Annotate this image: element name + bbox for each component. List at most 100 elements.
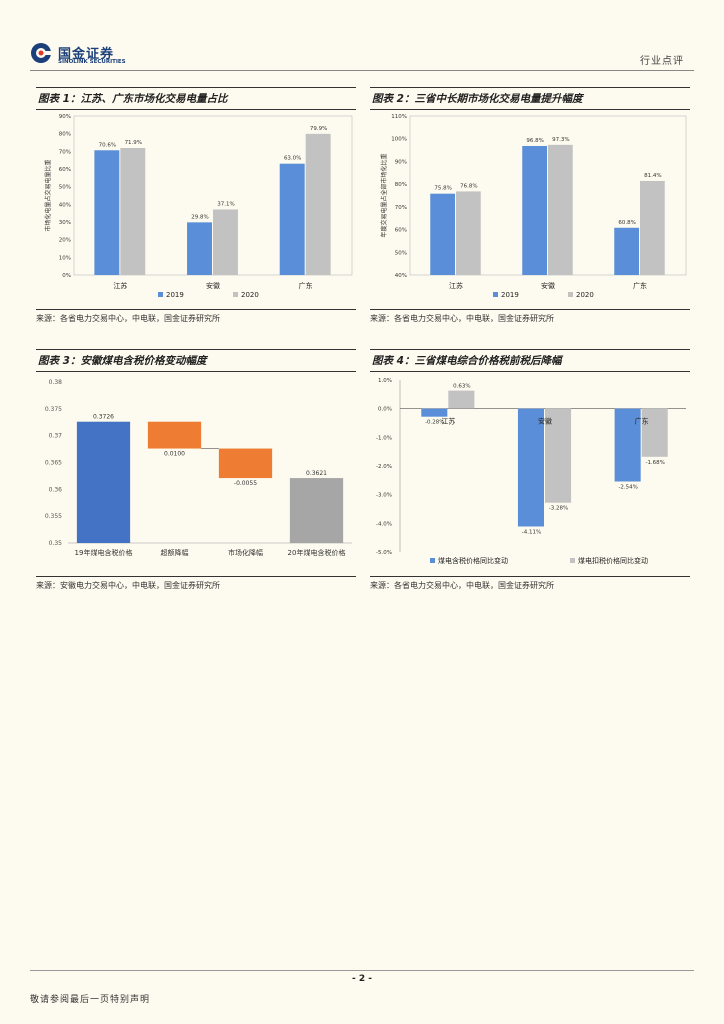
chart-2: 40% 50% 60% 70% 80% 90% 100% 110% 年度交易电量占全部市场化比重… [380, 114, 687, 299]
data-label: -1.68% [645, 460, 664, 466]
y-tick-label: 90% [395, 159, 407, 165]
bar-series-2 [545, 408, 572, 503]
waterfall-bar [147, 421, 202, 449]
x-tick-label: 20年煤电含税价格 [288, 548, 346, 557]
bar-2020 [305, 133, 331, 275]
legend-swatch [493, 292, 498, 297]
data-label: 79.9% [310, 126, 327, 132]
data-label: 75.8% [434, 186, 451, 192]
x-tick-label: 19年煤电含税价格 [75, 548, 133, 557]
data-label: 97.3% [552, 137, 569, 143]
legend-label: 2019 [166, 291, 184, 299]
y-tick-label: 0.375 [45, 406, 62, 413]
x-tick-label: 安徽 [206, 281, 220, 290]
figure-2-title: 图表 2：三省中长期市场化交易电量提升幅度 [370, 87, 690, 110]
y-tick-label: -2.0% [376, 464, 392, 470]
y-tick-label: 50% [59, 185, 71, 191]
x-tick-label: 超额降幅 [161, 548, 189, 557]
data-label: 29.8% [191, 214, 208, 220]
data-label: 0.3621 [306, 470, 327, 477]
waterfall-bar [76, 421, 131, 543]
bar-series-2 [448, 390, 475, 409]
y-axis-label: 年度交易电量占全部市场化比重 [380, 153, 388, 237]
chart-3: 0.35 0.355 0.36 0.365 0.37 0.375 0.38 0.3726 19年… [45, 379, 352, 557]
bar-2020 [640, 180, 665, 275]
bar-series-2 [641, 408, 668, 457]
x-tick-label: 安徽 [538, 417, 552, 426]
data-label: 70.6% [99, 142, 116, 148]
y-tick-label: 0.365 [45, 460, 62, 467]
x-tick-label: 广东 [633, 281, 647, 290]
y-tick-label: -1.0% [376, 435, 392, 441]
data-label: -0.28% [425, 420, 444, 426]
x-tick-label: 安徽 [541, 281, 555, 290]
bar-series-1 [517, 408, 544, 527]
y-tick-label: -5.0% [376, 550, 392, 556]
bar-2019 [614, 227, 639, 275]
y-tick-label: -4.0% [376, 521, 392, 527]
x-tick-label: 江苏 [441, 417, 455, 426]
data-label: -4.11% [522, 529, 541, 535]
y-tick-label: 80% [395, 182, 407, 188]
data-label: -3.28% [549, 506, 568, 512]
legend-swatch [233, 292, 238, 297]
legend-label: 2020 [576, 291, 594, 299]
y-tick-label: 60% [59, 167, 71, 173]
logo-text-en: SINOLINK SECURITIES [58, 59, 126, 65]
y-tick-label: 0.0% [378, 407, 392, 413]
y-tick-label: 1.0% [378, 378, 392, 384]
legend-swatch [568, 292, 573, 297]
data-label: 63.0% [284, 156, 301, 162]
y-tick-label: 90% [59, 114, 71, 120]
legend-label: 煤电扣税价格同比变动 [578, 556, 648, 565]
x-tick-label: 广东 [299, 281, 313, 290]
y-tick-label: 100% [391, 137, 407, 143]
y-axis-label: 市场化电量占交易电量比重 [44, 159, 52, 231]
logo-text-cn: 国金证券 [58, 47, 115, 62]
y-tick-label: 40% [395, 273, 407, 279]
figure-4-title: 图表 4：三省煤电综合价格税前税后降幅 [370, 349, 690, 372]
y-tick-label: 70% [395, 205, 407, 211]
figure-1: 图表 1：江苏、广东市场化交易电量占比 0% 10% 20% 30% 40% 50% 60%… [36, 87, 356, 324]
bar-2020 [456, 191, 481, 275]
legend-label: 2019 [501, 291, 519, 299]
figure-4: 图表 4：三省煤电综合价格税前税后降幅 -5.0% -4.0% -3.0% -2.0%… [370, 349, 690, 591]
legend-label: 2020 [241, 291, 259, 299]
bar-2019 [279, 163, 305, 275]
chart-4: -5.0% -4.0% -3.0% -2.0% -1.0% 0.0% 1.0% -0.28% 0… [376, 378, 686, 565]
x-tick-label: 广东 [635, 417, 649, 426]
bar-series-1 [421, 408, 448, 417]
y-tick-label: 50% [395, 250, 407, 256]
figure-1-title: 图表 1：江苏、广东市场化交易电量占比 [36, 87, 356, 110]
y-tick-label: 0.38 [49, 379, 63, 386]
legend-swatch [430, 558, 435, 563]
y-tick-label: 0% [62, 273, 71, 279]
legend-swatch [570, 558, 575, 563]
x-tick-label: 江苏 [449, 281, 463, 290]
y-tick-label: 0.36 [49, 486, 63, 493]
figure-2-source: 来源：各省电力交易中心，中电联，国金证券研究所 [370, 309, 690, 324]
bar-2019 [430, 193, 455, 275]
y-tick-label: 10% [59, 255, 71, 261]
bar-series-1 [614, 408, 641, 482]
legend-label: 煤电含税价格同比变动 [438, 556, 508, 565]
figure-3-title: 图表 3：安徽煤电含税价格变动幅度 [36, 349, 356, 372]
bar-2020 [213, 209, 238, 275]
y-tick-label: 60% [395, 228, 407, 234]
chart-1: 0% 10% 20% 30% 40% 50% 60% 70% 80% 90% 市场化电量占交易电量比… [44, 114, 353, 299]
legend-swatch [158, 292, 163, 297]
y-tick-label: 70% [59, 149, 71, 155]
y-tick-label: 20% [59, 238, 71, 244]
logo-mark-icon [31, 43, 51, 63]
header-divider [30, 70, 694, 71]
y-tick-label: 0.35 [49, 540, 63, 547]
data-label: -2.54% [618, 484, 637, 490]
bar-2019 [94, 150, 120, 275]
data-label: 71.9% [125, 140, 142, 146]
y-tick-label: 30% [59, 220, 71, 226]
x-tick-label: 江苏 [113, 281, 127, 290]
data-label: 37.1% [217, 201, 234, 207]
y-tick-label: 40% [59, 202, 71, 208]
doc-type: 行业点评 [640, 56, 684, 67]
company-logo: 国金证券 SINOLINK SECURITIES [30, 42, 140, 68]
